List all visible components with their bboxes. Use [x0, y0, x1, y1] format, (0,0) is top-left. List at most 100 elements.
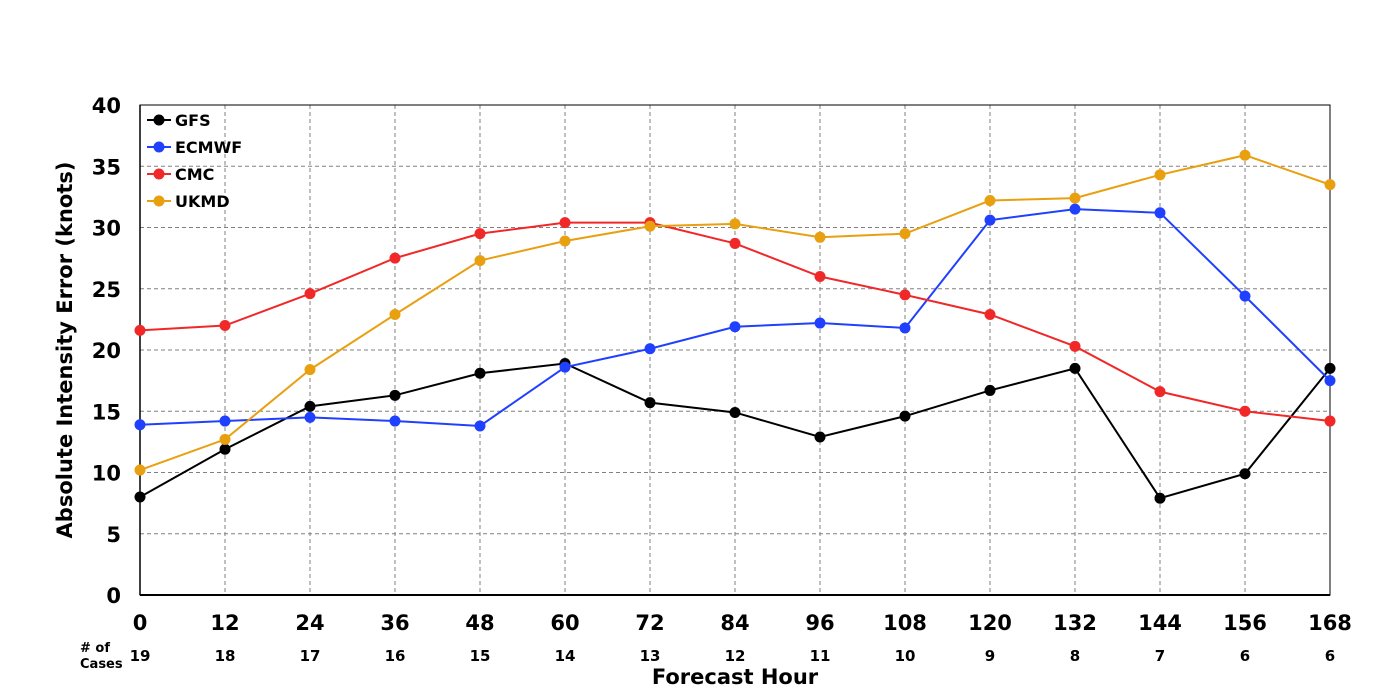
data-point-gfs: [729, 406, 741, 418]
x-tick-label: 60: [550, 611, 579, 635]
data-point-gfs: [1154, 492, 1166, 504]
data-point-gfs: [219, 443, 231, 455]
data-point-ukmd: [1324, 179, 1336, 191]
data-point-ukmd: [814, 231, 826, 243]
data-point-ecmwf: [134, 419, 146, 431]
data-point-ecmwf: [1069, 203, 1081, 215]
data-point-ecmwf: [219, 415, 231, 427]
cases-count-label: 13: [640, 647, 661, 665]
cases-count-label: 9: [985, 647, 995, 665]
x-tick-label: 24: [295, 611, 324, 635]
cases-label-line2: Cases: [80, 657, 123, 672]
legend-label-ecmwf: ECMWF: [175, 138, 242, 157]
data-point-gfs: [474, 367, 486, 379]
cases-count-label: 10: [895, 647, 916, 665]
data-point-ukmd: [1239, 149, 1251, 161]
data-point-ukmd: [219, 433, 231, 445]
cases-count-label: 6: [1240, 647, 1250, 665]
data-point-ecmwf: [1154, 207, 1166, 219]
data-point-ecmwf: [814, 317, 826, 329]
y-tick-label: 35: [92, 155, 121, 179]
y-tick-label: 40: [92, 94, 121, 118]
series-cmc: [134, 217, 1336, 427]
x-axis-title: Forecast Hour: [652, 665, 819, 689]
data-point-ecmwf: [1239, 290, 1251, 302]
legend-label-ukmd: UKMD: [175, 192, 230, 211]
data-point-cmc: [559, 217, 571, 229]
data-point-gfs: [1239, 468, 1251, 480]
x-tick-label: 36: [380, 611, 409, 635]
cases-count-label: 15: [470, 647, 491, 665]
x-tick-label: 144: [1138, 611, 1182, 635]
series-ecmwf: [134, 203, 1336, 432]
ticks-layer: 0 12 24 36 48 60 72 84 96 108 120 132 144 156 168 0 5 10 1…: [92, 94, 1352, 635]
legend: GFS ECMWF CMC UKMD: [147, 111, 242, 211]
cases-count-label: 12: [725, 647, 746, 665]
data-point-gfs: [814, 431, 826, 443]
data-point-ukmd: [899, 228, 911, 240]
series-layer: [134, 149, 1336, 504]
data-point-gfs: [984, 384, 996, 396]
data-point-cmc: [984, 308, 996, 320]
data-point-gfs: [1069, 362, 1081, 374]
x-tick-label: 96: [805, 611, 834, 635]
y-tick-label: 25: [92, 278, 121, 302]
data-point-ecmwf: [474, 420, 486, 432]
legend-marker-ecmwf: [153, 141, 165, 153]
x-tick-label: 12: [210, 611, 239, 635]
x-tick-label: 156: [1223, 611, 1267, 635]
x-tick-label: 48: [465, 611, 494, 635]
data-point-ecmwf: [984, 214, 996, 226]
y-tick-label: 10: [92, 462, 121, 486]
y-tick-label: 5: [106, 523, 121, 547]
y-axis-title: Absolute Intensity Error (knots): [53, 162, 77, 539]
cases-count-label: 14: [555, 647, 576, 665]
data-point-cmc: [389, 252, 401, 264]
data-point-cmc: [474, 228, 486, 240]
grid-layer: [140, 105, 1330, 595]
data-point-cmc: [729, 237, 741, 249]
data-point-cmc: [1324, 415, 1336, 427]
data-point-cmc: [304, 288, 316, 300]
x-tick-label: 132: [1053, 611, 1097, 635]
data-point-cmc: [1239, 405, 1251, 417]
y-tick-label: 15: [92, 400, 121, 424]
data-point-gfs: [304, 400, 316, 412]
legend-marker-gfs: [153, 114, 165, 126]
data-point-gfs: [1324, 362, 1336, 374]
x-tick-label: 84: [720, 611, 749, 635]
legend-label-cmc: CMC: [175, 165, 214, 184]
data-point-ecmwf: [1324, 375, 1336, 387]
data-point-ecmwf: [304, 411, 316, 423]
data-point-ukmd: [134, 464, 146, 476]
data-point-cmc: [134, 324, 146, 336]
data-point-ukmd: [304, 364, 316, 376]
series-ukmd: [134, 149, 1336, 476]
data-point-ukmd: [474, 255, 486, 267]
x-tick-label: 72: [635, 611, 664, 635]
data-point-cmc: [814, 271, 826, 282]
legend-item-cmc: CMC: [147, 165, 214, 184]
legend-item-ecmwf: ECMWF: [147, 138, 242, 157]
data-point-ecmwf: [644, 343, 656, 355]
data-point-ecmwf: [389, 415, 401, 427]
cases-count-label: 17: [300, 647, 321, 665]
x-tick-label: 120: [968, 611, 1012, 635]
x-tick-label: 168: [1308, 611, 1352, 635]
cases-count-label: 11: [810, 647, 831, 665]
data-point-ukmd: [984, 195, 996, 207]
cases-count-label: 19: [130, 647, 151, 665]
data-point-gfs: [389, 389, 401, 401]
data-point-ecmwf: [899, 322, 911, 334]
y-tick-label: 0: [106, 584, 121, 608]
y-tick-label: 20: [92, 339, 121, 363]
series-gfs: [134, 357, 1336, 504]
legend-label-gfs: GFS: [175, 111, 211, 130]
data-point-cmc: [1154, 386, 1166, 398]
cases-count-label: 7: [1155, 647, 1165, 665]
data-point-ukmd: [1069, 192, 1081, 204]
cases-label-line1: # of: [80, 641, 110, 656]
data-point-ukmd: [729, 218, 741, 230]
cases-count-label: 18: [215, 647, 236, 665]
